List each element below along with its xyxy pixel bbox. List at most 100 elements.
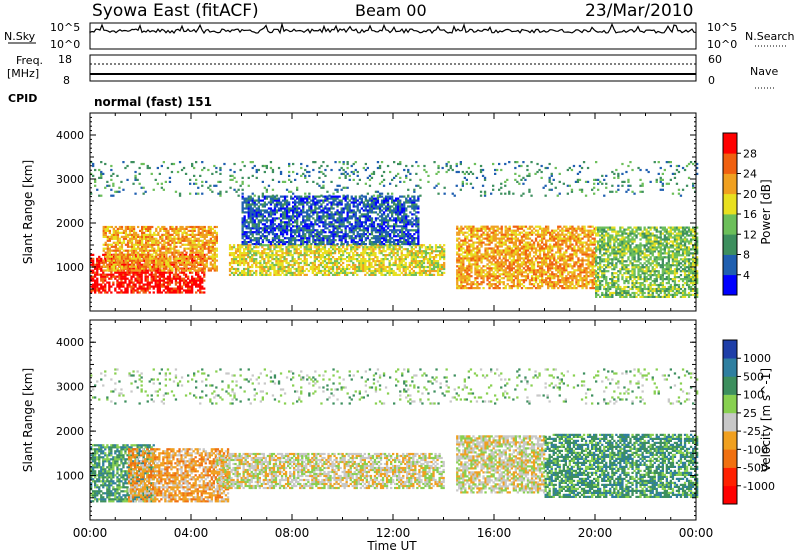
range-cell: [468, 269, 471, 272]
range-cell: [382, 250, 385, 253]
range-cell: [403, 201, 406, 204]
range-cell: [382, 213, 386, 216]
range-cell: [360, 221, 363, 224]
range-cell: [144, 279, 147, 282]
range-cell: [366, 231, 369, 234]
range-cell: [296, 231, 299, 234]
range-cell: [203, 233, 206, 236]
range-cell: [132, 261, 136, 264]
range-cell: [143, 251, 146, 254]
range-cell: [114, 267, 117, 270]
range-cell: [358, 229, 361, 232]
range-cell: [128, 285, 131, 288]
range-cell: [162, 255, 165, 258]
range-cell: [370, 254, 373, 257]
range-cell: [162, 285, 165, 288]
range-cell: [400, 265, 403, 269]
range-cell: [281, 265, 284, 269]
range-cell: [492, 259, 495, 262]
range-cell: [173, 257, 176, 260]
range-cell: [370, 201, 374, 204]
range-cell: [396, 244, 399, 247]
range-cell: [209, 257, 212, 260]
range-cell: [232, 252, 236, 255]
range-cell: [348, 235, 351, 238]
range-cell: [134, 273, 137, 276]
range-cell: [187, 281, 190, 284]
range-cell: [498, 281, 501, 284]
range-cell: [185, 267, 188, 270]
range-cell: [368, 199, 372, 202]
range-cell: [352, 246, 355, 249]
range-cell: [106, 245, 109, 248]
range-cell: [197, 269, 200, 272]
range-cell: [374, 273, 377, 276]
range-cell: [417, 223, 420, 226]
range-cell: [374, 260, 377, 263]
range-cell: [329, 261, 333, 265]
range-cell: [498, 257, 501, 260]
range-cell: [350, 197, 353, 200]
range-cell: [364, 217, 367, 220]
range-cell: [173, 241, 176, 244]
range-cell: [151, 259, 154, 262]
range-cell: [108, 229, 111, 232]
range-cell: [207, 231, 210, 234]
range-cell: [94, 271, 97, 274]
range-cell: [356, 233, 359, 236]
range-cell: [275, 203, 279, 206]
range-cell: [169, 249, 172, 252]
range-cell: [197, 257, 200, 260]
range-cell: [211, 243, 214, 246]
range-cell: [340, 231, 343, 234]
range-cell: [130, 225, 134, 229]
range-cell: [348, 205, 351, 208]
range-cell: [120, 261, 124, 264]
range-cell: [323, 271, 327, 274]
range-cell: [241, 235, 244, 238]
range-cell: [251, 211, 254, 214]
range-cell: [285, 211, 289, 214]
range-cell: [380, 213, 384, 216]
range-cell: [368, 211, 372, 214]
range-cell: [163, 229, 166, 232]
range-cell: [356, 265, 359, 269]
range-cell: [476, 269, 479, 272]
range-cell: [482, 275, 485, 278]
range-cell: [302, 209, 305, 212]
range-cell: [402, 258, 405, 261]
range-cell: [114, 233, 117, 236]
range-cell: [137, 243, 140, 246]
range-cell: [169, 257, 172, 260]
range-cell: [346, 225, 349, 228]
range-cell: [201, 239, 204, 242]
range-cell: [456, 283, 459, 286]
range-cell: [464, 249, 467, 252]
range-cell: [310, 231, 313, 234]
range-cell: [496, 227, 499, 230]
range-cell: [290, 219, 293, 222]
range-cell: [408, 261, 411, 265]
range-cell: [100, 285, 103, 288]
range-cell: [122, 255, 126, 258]
range-cell: [126, 273, 129, 276]
range-cell: [354, 235, 357, 238]
range-cell: [193, 227, 196, 230]
range-cell: [382, 201, 386, 204]
range-cell: [405, 229, 408, 232]
range-cell: [285, 207, 289, 210]
range-cell: [422, 258, 426, 261]
range-cell: [134, 255, 137, 258]
range-cell: [155, 249, 158, 252]
range-cell: [297, 273, 300, 276]
range-cell: [389, 233, 392, 236]
range-cell: [352, 211, 355, 214]
range-cell: [114, 265, 117, 268]
range-cell: [234, 248, 238, 251]
range-cell: [413, 195, 416, 198]
range-cell: [413, 207, 416, 210]
range-cell: [137, 255, 140, 258]
range-cell: [362, 243, 365, 246]
range-cell: [305, 252, 308, 255]
range-cell: [308, 205, 311, 208]
